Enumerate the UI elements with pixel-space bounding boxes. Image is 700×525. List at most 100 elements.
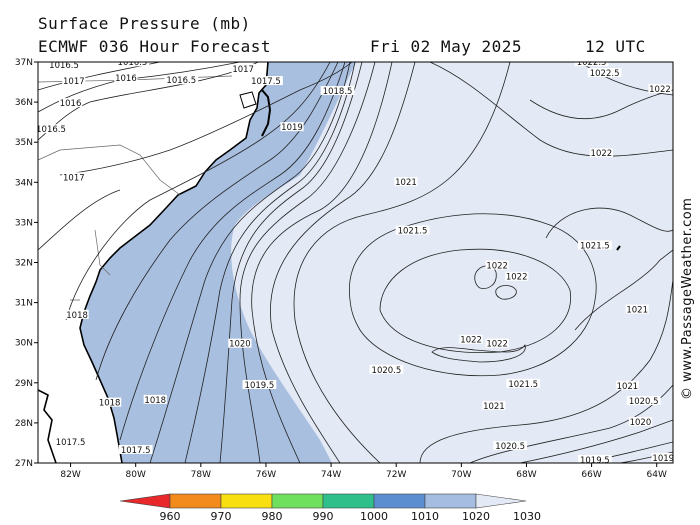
isobar-label-bg — [482, 400, 506, 410]
isobar-label: 1020.5 — [372, 366, 402, 376]
isobar-label-bg — [485, 260, 509, 270]
isobar-label: 1019.5 — [245, 381, 275, 391]
lon-label: 70W — [451, 470, 471, 480]
lat-label: 29N — [15, 379, 33, 389]
colorbar-label: 1010 — [411, 510, 439, 523]
colorbar-label: 980 — [262, 510, 283, 523]
lon-label: 78W — [191, 470, 211, 480]
isobar-labels: 1016.5 1016.5 1017 1016 1016.5 1017 1017.5 1016… — [38, 58, 674, 466]
lat-label: 30N — [15, 339, 33, 349]
lon-label: 68W — [516, 470, 536, 480]
isobar-label: 1016.5 — [166, 76, 196, 86]
isobar-label-bg — [58, 98, 83, 108]
isobar-label: 1020.5 — [629, 397, 659, 407]
coastline — [79, 62, 269, 463]
pressure-band-1020-1030 — [231, 62, 673, 463]
isobar-label-bg — [249, 76, 283, 86]
isobar-label-bg — [53, 436, 88, 446]
longitude-axis: 82W 80W 78W 76W 74W 72W 70W 68W 66W 64W — [60, 463, 667, 480]
isobar-label: 1022.5 — [590, 69, 620, 79]
isobar-label: 1017 — [63, 173, 85, 183]
isobar-label-bg — [65, 309, 89, 319]
credit-text: © www.PassageWeather.com — [680, 197, 695, 400]
lon-label: 66W — [581, 470, 601, 480]
isobar-label: 1019 — [652, 454, 674, 464]
colorbar-label: 970 — [211, 510, 232, 523]
isobar-label: 1016 — [115, 74, 137, 84]
isobar-label: 1022 — [649, 85, 671, 95]
isobar-label-bg — [589, 148, 613, 158]
isobar-label-bg — [648, 84, 672, 94]
colorbar-segment — [169, 493, 222, 509]
isobar-label: 1017 — [232, 65, 254, 75]
isobar-label: 1020 — [630, 418, 652, 428]
isobar-label: 1019.5 — [580, 456, 610, 466]
isobar-label: 1017 — [63, 77, 85, 87]
isobar-label-bg — [577, 454, 612, 463]
lat-label: 34N — [15, 178, 33, 188]
isobar-label: 1022 — [486, 262, 508, 272]
isobar-label-bg — [615, 380, 640, 390]
isobar-label-bg — [369, 364, 404, 374]
isobar-label-bg — [505, 271, 529, 281]
isobar-label-bg — [320, 86, 355, 96]
lat-label: 28N — [15, 419, 33, 429]
isobar-label: 1021.5 — [508, 380, 538, 390]
lat-label: 35N — [15, 138, 33, 148]
latitude-axis: 37N 36N 35N 34N 33N 32N 31N 30N 29N 28N 27N — [15, 58, 38, 469]
lat-label: 37N — [15, 58, 33, 68]
forecast-date: Fri 02 May 2025 — [370, 37, 522, 56]
colorbar-segment — [322, 493, 375, 509]
isobar-label-bg — [98, 397, 122, 407]
lon-label: 76W — [256, 470, 276, 480]
lon-label: 74W — [321, 470, 341, 480]
isobar-label-bg — [394, 177, 418, 187]
isobar-label-bg — [485, 338, 509, 348]
colorbar-high-arrow — [475, 493, 527, 509]
colorbar-segment — [220, 493, 273, 509]
colorbar-label: 1000 — [360, 510, 388, 523]
lon-label: 72W — [386, 470, 406, 480]
isobar-label-bg — [577, 240, 612, 250]
colorbar-label: 960 — [160, 510, 181, 523]
isobar-label-bg — [280, 122, 304, 132]
colorbar-label: 1020 — [462, 510, 490, 523]
isobar-label: 1021.5 — [580, 241, 610, 251]
isobar-label: 1019 — [281, 123, 303, 133]
isobar-label: 1016 — [60, 99, 82, 109]
isobar-label-bg — [231, 64, 255, 74]
isobar-label: 1018 — [99, 399, 121, 409]
isobar-label: 1022 — [506, 273, 528, 283]
isobar-label-bg — [62, 76, 86, 86]
isobar-label: 1020.5 — [495, 442, 525, 452]
lat-label: 31N — [15, 299, 33, 309]
lat-label: 33N — [15, 218, 33, 228]
isobar-label: 1020 — [229, 340, 251, 350]
isobar-label-bg — [115, 62, 150, 67]
isobar-label: 1022 — [460, 336, 482, 346]
isobar-label-bg — [47, 62, 81, 70]
isobar-label-bg — [143, 394, 167, 404]
isobar-label: 1021 — [395, 178, 417, 188]
isobar-label-bg — [574, 62, 609, 67]
isobar-label-bg — [114, 73, 138, 83]
land-area — [38, 62, 268, 463]
colorbar-label: 1030 — [513, 510, 541, 523]
colorbar-segment — [373, 493, 426, 509]
lon-label: 80W — [126, 470, 146, 480]
isobar-label: 1018 — [66, 311, 88, 321]
isobar-label-bg — [625, 304, 649, 314]
isobar-label-bg — [626, 396, 661, 406]
isobar-label: 1022.5 — [577, 58, 607, 68]
lat-label: 36N — [15, 98, 33, 108]
isobar-label-bg — [506, 378, 541, 388]
isobar-label-bg — [587, 68, 622, 78]
isobar-label: 1022 — [591, 149, 613, 159]
isobar-label: 1021 — [483, 402, 505, 412]
isobar-label-bg — [651, 452, 673, 462]
isobar-label-bg — [493, 440, 528, 450]
lon-label: 82W — [60, 470, 80, 480]
isobars — [38, 62, 673, 463]
model-forecast-label: ECMWF 036 Hour Forecast — [38, 37, 272, 56]
